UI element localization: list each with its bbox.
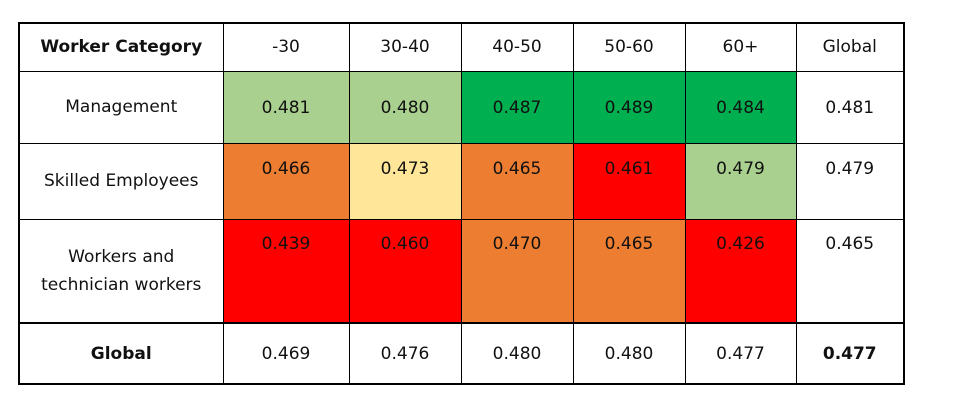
value-cell: 0.481	[795, 70, 905, 144]
header-cell: 40-50	[460, 22, 574, 72]
value-cell: 0.489	[572, 70, 686, 144]
value-cell: 0.439	[222, 218, 350, 324]
value-cell: 0.473	[348, 142, 462, 220]
results-table: Worker Category -30 30-40 40-50 50-60 60+ Glob…	[18, 22, 905, 385]
value-cell: 0.465	[460, 142, 574, 220]
header-cell: Global	[795, 22, 905, 72]
value-cell: 0.477	[684, 322, 797, 385]
value-cell: 0.479	[795, 142, 905, 220]
header-cell: 50-60	[572, 22, 686, 72]
row-label: Global	[18, 322, 224, 385]
value-cell: 0.477	[795, 322, 905, 385]
value-cell: 0.470	[460, 218, 574, 324]
table-row: Global 0.469 0.476 0.480 0.480 0.477 0.477	[18, 322, 905, 385]
value-cell: 0.481	[222, 70, 350, 144]
header-cell: 30-40	[348, 22, 462, 72]
value-cell: 0.480	[460, 322, 574, 385]
value-cell: 0.479	[684, 142, 797, 220]
value-cell: 0.480	[572, 322, 686, 385]
value-cell: 0.461	[572, 142, 686, 220]
table-row: Worker Category -30 30-40 40-50 50-60 60+ Glob…	[18, 22, 905, 72]
row-label: Management	[18, 70, 224, 144]
row-label: Workers and technician workers	[18, 218, 224, 324]
value-cell: 0.469	[222, 322, 350, 385]
value-cell: 0.426	[684, 218, 797, 324]
header-cell: 60+	[684, 22, 797, 72]
value-cell: 0.460	[348, 218, 462, 324]
value-cell: 0.484	[684, 70, 797, 144]
header-cell: -30	[222, 22, 350, 72]
value-cell: 0.466	[222, 142, 350, 220]
value-cell: 0.476	[348, 322, 462, 385]
value-cell: 0.465	[795, 218, 905, 324]
table-row: Management 0.481 0.480 0.487 0.489 0.484 0.481	[18, 70, 905, 144]
table-row: Workers and technician workers 0.439 0.460…	[18, 218, 905, 324]
header-cell: Worker Category	[18, 22, 224, 72]
value-cell: 0.480	[348, 70, 462, 144]
table-row: Skilled Employees 0.466 0.473 0.465 0.461 0.4…	[18, 142, 905, 220]
value-cell: 0.487	[460, 70, 574, 144]
value-cell: 0.465	[572, 218, 686, 324]
row-label: Skilled Employees	[18, 142, 224, 220]
